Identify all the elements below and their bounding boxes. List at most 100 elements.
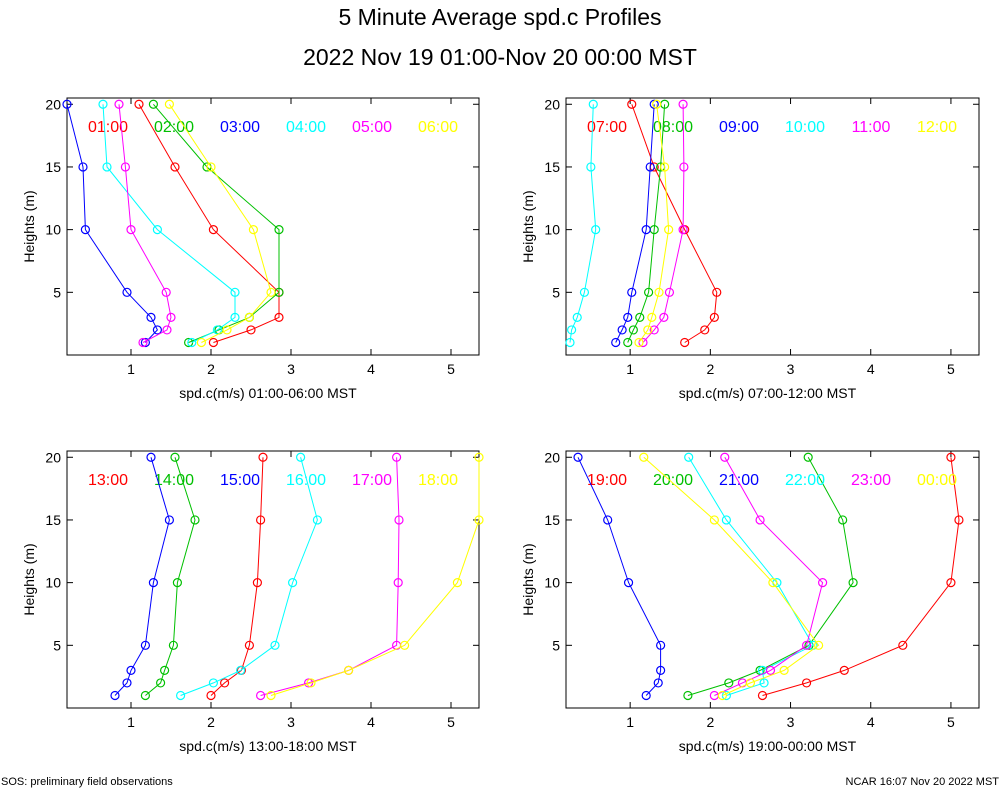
series-line — [638, 104, 670, 343]
legend-entry: 09:00 — [719, 119, 759, 136]
series-1600 — [176, 452, 322, 701]
legend-entry: 06:00 — [418, 119, 458, 136]
data-point — [628, 325, 638, 335]
series-1900 — [757, 452, 964, 701]
data-point — [252, 578, 262, 588]
legend-entry: 16:00 — [286, 472, 326, 489]
series-line — [714, 457, 824, 696]
data-point — [244, 312, 254, 322]
x-tick-label: 3 — [787, 361, 795, 377]
x-tick-label: 2 — [706, 361, 714, 377]
series-line — [260, 457, 400, 696]
y-tick-label: 5 — [53, 637, 61, 653]
data-point — [274, 312, 284, 322]
y-tick-label: 15 — [544, 159, 560, 175]
legend-entry: 07:00 — [587, 119, 627, 136]
data-point — [591, 225, 601, 235]
data-point — [654, 287, 664, 297]
series-line — [569, 104, 597, 343]
data-point — [641, 225, 651, 235]
data-point — [170, 162, 180, 172]
x-tick-label: 5 — [947, 714, 955, 730]
data-point — [717, 690, 727, 701]
series-0400 — [98, 99, 240, 348]
x-tick-label: 2 — [207, 714, 215, 730]
series-line — [180, 457, 318, 696]
legend-entry: 11:00 — [852, 119, 891, 136]
series-line — [270, 457, 480, 696]
data-point — [176, 690, 186, 701]
chart-title: 5 Minute Average spd.c Profiles — [338, 4, 662, 30]
data-point — [839, 665, 849, 675]
data-point — [643, 287, 654, 297]
data-point — [246, 325, 256, 335]
legend-entry: 02:00 — [154, 119, 194, 136]
series-1500 — [110, 452, 174, 701]
data-point — [400, 640, 410, 650]
data-point — [848, 578, 858, 588]
series-line — [66, 104, 159, 343]
data-point — [172, 578, 182, 588]
legend-entry: 14:00 — [154, 472, 194, 489]
legend-entry: 15:00 — [220, 472, 260, 489]
data-point — [248, 225, 258, 235]
x-tick-label: 3 — [287, 714, 295, 730]
x-axis-label: spd.c(m/s) 01:00-06:00 MST — [179, 385, 357, 401]
y-tick-label: 15 — [544, 512, 560, 528]
series-1000 — [565, 99, 601, 348]
data-point — [641, 690, 651, 701]
data-point — [452, 578, 462, 588]
data-point — [164, 515, 174, 525]
legend-entry: 17:00 — [352, 472, 392, 489]
data-point — [122, 678, 132, 688]
x-tick-label: 2 — [207, 361, 215, 377]
data-point — [755, 665, 765, 675]
data-point — [140, 337, 150, 348]
legend-entry: 05:00 — [352, 119, 392, 136]
series-2100 — [573, 452, 666, 701]
legend-entry: 01:00 — [88, 119, 128, 136]
data-point — [222, 325, 232, 335]
data-point — [721, 515, 731, 525]
data-point — [120, 162, 131, 172]
data-point — [803, 452, 813, 462]
y-tick-label: 10 — [45, 222, 61, 238]
series-line — [762, 457, 960, 696]
data-point — [312, 515, 322, 525]
data-point — [256, 690, 266, 701]
y-axis-label: Heights (m) — [520, 190, 536, 262]
data-point — [700, 325, 710, 335]
y-axis-label: Heights (m) — [520, 543, 536, 615]
data-point — [146, 452, 156, 462]
data-point — [664, 225, 674, 235]
data-point — [709, 515, 719, 525]
y-tick-label: 20 — [45, 449, 61, 465]
chart-panel-1: 1 2 3 4 5 5 10 15 20 spd.c(m/s) 01:00-06:00 MST He… — [21, 96, 480, 401]
data-point — [126, 665, 136, 675]
data-point — [565, 337, 575, 348]
series-line — [615, 104, 655, 343]
x-tick-label: 4 — [867, 361, 875, 377]
data-point — [645, 162, 655, 172]
data-point — [206, 690, 216, 701]
data-point — [683, 690, 693, 701]
data-point — [102, 162, 112, 172]
series-line — [687, 457, 854, 696]
data-point — [611, 337, 621, 348]
data-point — [659, 312, 669, 322]
data-point — [161, 287, 171, 297]
series-line — [145, 457, 196, 696]
data-point — [652, 99, 662, 109]
y-tick-label: 15 — [45, 159, 61, 175]
data-point — [946, 452, 956, 462]
data-point — [274, 225, 284, 235]
data-point — [664, 287, 675, 297]
data-point — [627, 287, 637, 297]
chart-subtitle: 2022 Nov 19 01:00-Nov 20 00:00 MST — [303, 44, 697, 70]
data-point — [156, 678, 166, 688]
x-axis-label: spd.c(m/s) 13:00-18:00 MST — [179, 738, 357, 754]
plot-frame — [66, 450, 480, 709]
data-point — [801, 640, 812, 650]
data-point — [266, 287, 276, 297]
x-tick-label: 3 — [287, 361, 295, 377]
